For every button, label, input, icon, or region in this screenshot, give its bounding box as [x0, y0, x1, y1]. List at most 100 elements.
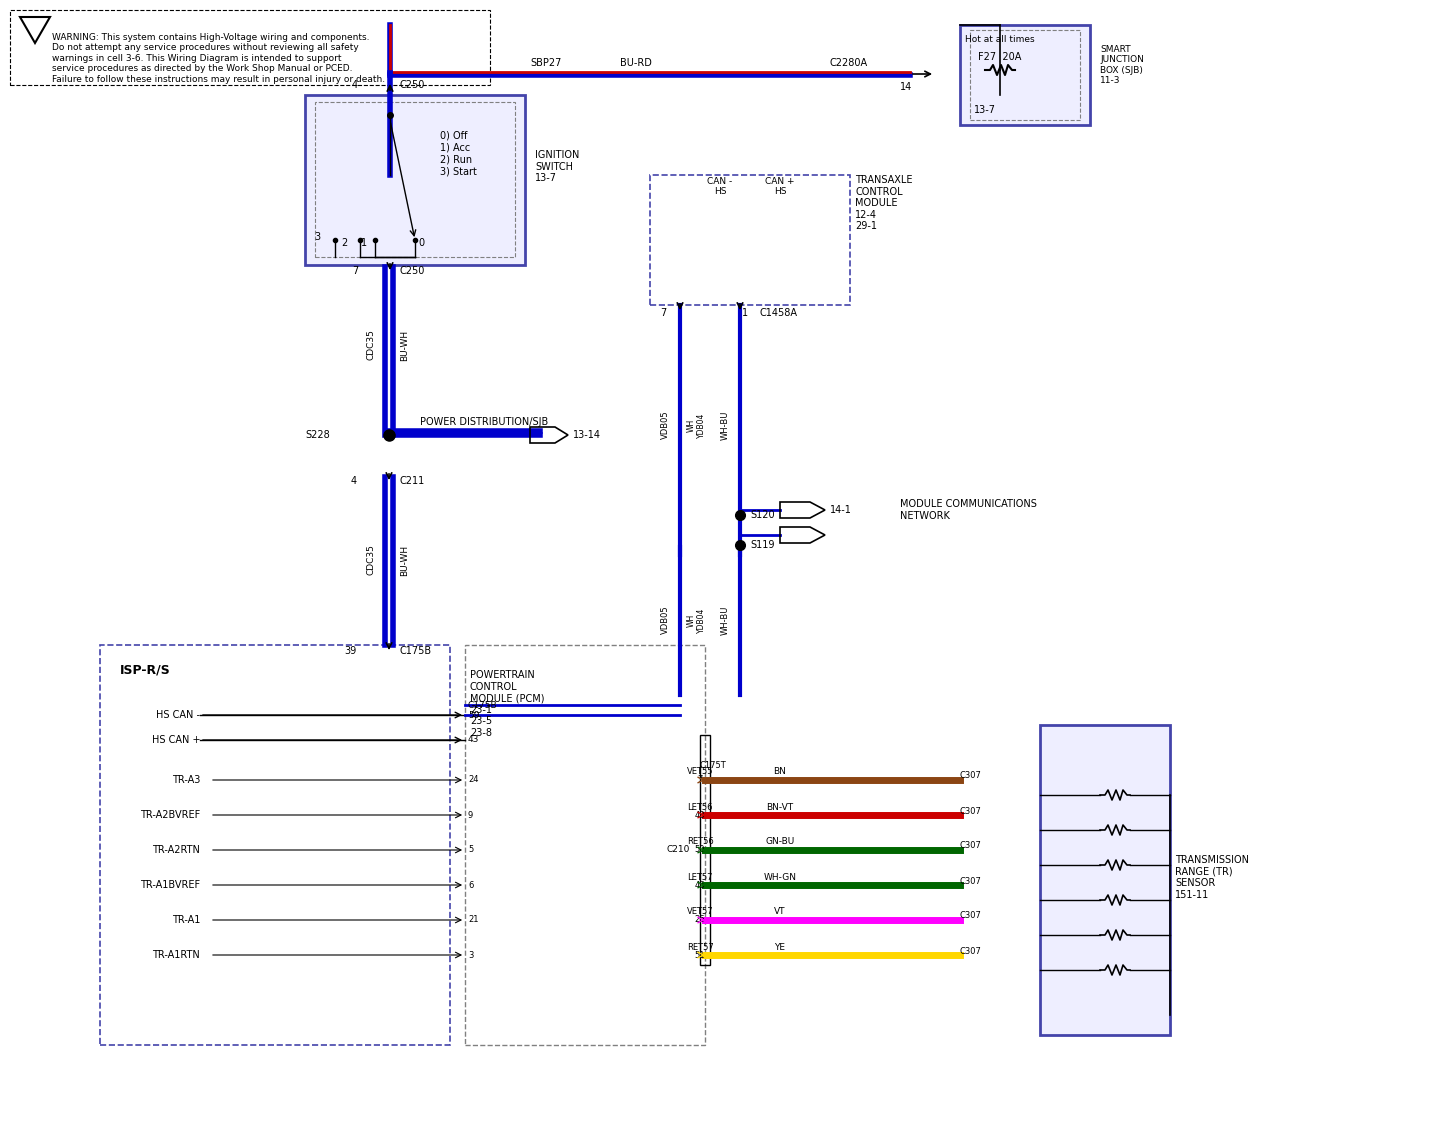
Text: BN-VT: BN-VT [766, 802, 793, 812]
Bar [10, 10, 490, 85]
Text: RET57: RET57 [687, 942, 713, 951]
Text: 4: 4 [351, 476, 356, 486]
Text: CAN -
HS: CAN - HS [707, 177, 733, 196]
Text: 1) Acc: 1) Acc [440, 142, 470, 152]
Text: TR-A2RTN: TR-A2RTN [152, 844, 200, 855]
Text: 51: 51 [694, 950, 706, 959]
Text: VT: VT [775, 908, 786, 916]
Text: 21: 21 [468, 916, 479, 925]
Text: C211: C211 [399, 476, 425, 486]
Text: 3) Start: 3) Start [440, 166, 477, 176]
Text: C307: C307 [960, 911, 981, 920]
Text: BU-WH: BU-WH [401, 545, 410, 575]
Text: 3: 3 [468, 950, 473, 959]
Bar [970, 30, 1081, 120]
Text: GN-BU: GN-BU [766, 838, 795, 847]
Text: 43: 43 [694, 810, 706, 819]
Text: 9: 9 [468, 810, 473, 819]
Text: POWERTRAIN
CONTROL
MODULE (PCM)
23-1
23-5
23-8: POWERTRAIN CONTROL MODULE (PCM) 23-1 23-… [470, 670, 545, 738]
Text: 14: 14 [900, 82, 912, 92]
Text: YE: YE [775, 942, 786, 951]
Text: 7: 7 [660, 308, 667, 318]
Text: C2280A: C2280A [831, 58, 868, 68]
Text: 4: 4 [352, 79, 358, 90]
Text: Hot at all times: Hot at all times [966, 35, 1035, 44]
Text: 1: 1 [361, 238, 366, 249]
Bar [101, 645, 450, 1045]
Text: BU-RD: BU-RD [619, 58, 652, 68]
Text: 2: 2 [342, 238, 348, 249]
Text: C307: C307 [960, 841, 981, 850]
Text: WH
YDB04: WH YDB04 [687, 607, 706, 632]
Bar [1040, 725, 1170, 1035]
Text: 7: 7 [697, 775, 703, 784]
Text: 13-14: 13-14 [573, 430, 601, 440]
Text: BN: BN [773, 767, 786, 776]
Text: 7: 7 [352, 266, 358, 276]
Text: CDC35: CDC35 [366, 545, 375, 575]
Text: TR-A1: TR-A1 [171, 915, 200, 925]
Text: 3: 3 [313, 232, 320, 242]
Bar [315, 102, 514, 257]
Text: 39: 39 [345, 646, 356, 656]
Text: 5: 5 [468, 846, 473, 855]
Text: WARNING: This system contains High-Voltage wiring and components.
Do not attempt: WARNING: This system contains High-Volta… [52, 33, 385, 84]
Text: WH-GN: WH-GN [763, 873, 796, 882]
Text: HS CAN -: HS CAN - [157, 711, 200, 720]
Text: C250: C250 [399, 266, 425, 276]
Text: ISP-R/S: ISP-R/S [121, 664, 171, 676]
Text: TR-A3: TR-A3 [171, 775, 200, 785]
Text: 0: 0 [418, 238, 424, 249]
Text: S228: S228 [305, 430, 331, 440]
Text: F27  20A: F27 20A [979, 52, 1022, 62]
Text: LET57: LET57 [687, 873, 713, 882]
Text: VDB05: VDB05 [661, 411, 670, 439]
Text: 0) Off: 0) Off [440, 131, 467, 140]
Text: WH-BU: WH-BU [720, 411, 730, 439]
Text: HS CAN +: HS CAN + [151, 735, 200, 745]
Text: POWER DISTRIBUTION/SJB: POWER DISTRIBUTION/SJB [420, 417, 549, 427]
Text: TR-A1BVREF: TR-A1BVREF [139, 880, 200, 890]
Text: C175B: C175B [468, 700, 497, 709]
Text: C175T: C175T [700, 760, 727, 770]
Text: C250: C250 [399, 79, 425, 90]
Text: WH-BU: WH-BU [720, 605, 730, 634]
Text: TR-A1RTN: TR-A1RTN [152, 950, 200, 960]
Text: C307: C307 [960, 876, 981, 885]
Text: TRANSMISSION
RANGE (TR)
SENSOR
151-11: TRANSMISSION RANGE (TR) SENSOR 151-11 [1175, 855, 1249, 900]
Text: VET55: VET55 [687, 767, 713, 776]
Text: VET57: VET57 [687, 908, 713, 916]
Text: CAN +
HS: CAN + HS [766, 177, 795, 196]
Text: SBP27: SBP27 [530, 58, 562, 68]
Text: 6: 6 [468, 881, 473, 890]
Text: S119: S119 [750, 540, 775, 550]
Text: 13-7: 13-7 [974, 106, 996, 115]
Text: IGNITION
SWITCH
13-7: IGNITION SWITCH 13-7 [535, 150, 579, 183]
Text: C210: C210 [667, 846, 690, 855]
Bar [700, 735, 710, 965]
Text: S120: S120 [750, 510, 775, 520]
Bar [305, 95, 525, 264]
Text: 50: 50 [694, 846, 706, 855]
Text: C307: C307 [960, 772, 981, 781]
Bar [466, 645, 706, 1045]
Text: LET56: LET56 [687, 802, 713, 812]
Text: 2) Run: 2) Run [440, 154, 473, 163]
Bar [650, 175, 851, 305]
Text: 43: 43 [468, 735, 480, 745]
Text: VDB05: VDB05 [661, 606, 670, 634]
Text: CDC35: CDC35 [366, 329, 375, 361]
Text: 26: 26 [694, 916, 706, 925]
Text: TR-A2BVREF: TR-A2BVREF [139, 810, 200, 819]
Text: RET56: RET56 [687, 838, 713, 847]
Text: SMART
JUNCTION
BOX (SJB)
11-3: SMART JUNCTION BOX (SJB) 11-3 [1099, 45, 1144, 85]
Text: C175B: C175B [399, 646, 433, 656]
Text: C307: C307 [960, 807, 981, 816]
Text: MODULE COMMUNICATIONS
NETWORK: MODULE COMMUNICATIONS NETWORK [900, 499, 1038, 521]
Text: BU-WH: BU-WH [401, 329, 410, 361]
Bar [960, 25, 1091, 125]
Text: WH
YDB04: WH YDB04 [687, 412, 706, 438]
Text: 59: 59 [468, 711, 480, 720]
Text: C307: C307 [960, 947, 981, 956]
Text: C1458A: C1458A [760, 308, 798, 318]
